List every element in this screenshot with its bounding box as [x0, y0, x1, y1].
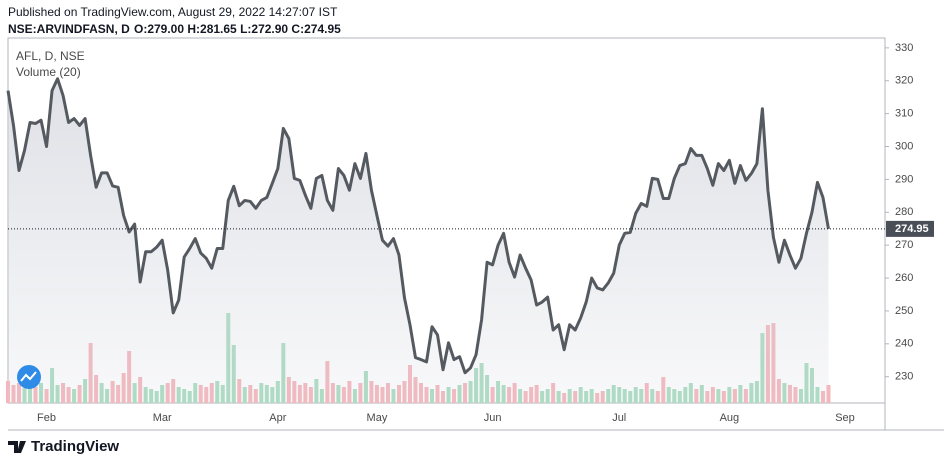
legend-price: AFL, D, NSE	[16, 49, 85, 63]
y-tick-label: 270	[895, 239, 913, 251]
y-tick-label: 250	[895, 305, 913, 317]
x-tick-label: Jun	[484, 412, 502, 424]
price-area	[8, 78, 829, 403]
y-tick-label: 280	[895, 206, 913, 218]
plot	[6, 77, 885, 403]
y-tick-label: 260	[895, 272, 913, 284]
brand-logo	[8, 441, 26, 453]
last-price-box	[886, 220, 934, 237]
x-tick-label: Feb	[37, 412, 56, 424]
x-tick-label: May	[367, 412, 388, 424]
legend-volume: Volume (20)	[16, 65, 81, 79]
y-tick-label: 230	[895, 371, 913, 383]
x-tick-label: Jul	[612, 412, 626, 424]
x-tick-label: Aug	[720, 412, 740, 424]
published-note: Published on TradingView.com, August 29,…	[8, 5, 338, 19]
x-tick-label: Apr	[269, 412, 286, 424]
x-tick-label: Sep	[835, 412, 855, 424]
symbol: NSE:ARVINDFASN, D	[8, 22, 130, 36]
brand-name: TradingView	[31, 438, 119, 455]
logo-badge-icon	[20, 371, 37, 382]
ohlc: O:279.00 H:281.65 L:272.90 C:274.95	[134, 22, 341, 36]
price-line	[6, 77, 830, 375]
y-tick-label: 320	[895, 75, 913, 87]
x-tick-label: Mar	[153, 412, 172, 424]
y-tick-label: 330	[895, 42, 913, 54]
y-tick-label: 300	[895, 140, 913, 152]
y-tick-label: 290	[895, 173, 913, 185]
y-tick-label: 240	[895, 338, 913, 350]
y-tick-label: 310	[895, 108, 913, 120]
last-price-label: 274.95	[895, 223, 929, 235]
